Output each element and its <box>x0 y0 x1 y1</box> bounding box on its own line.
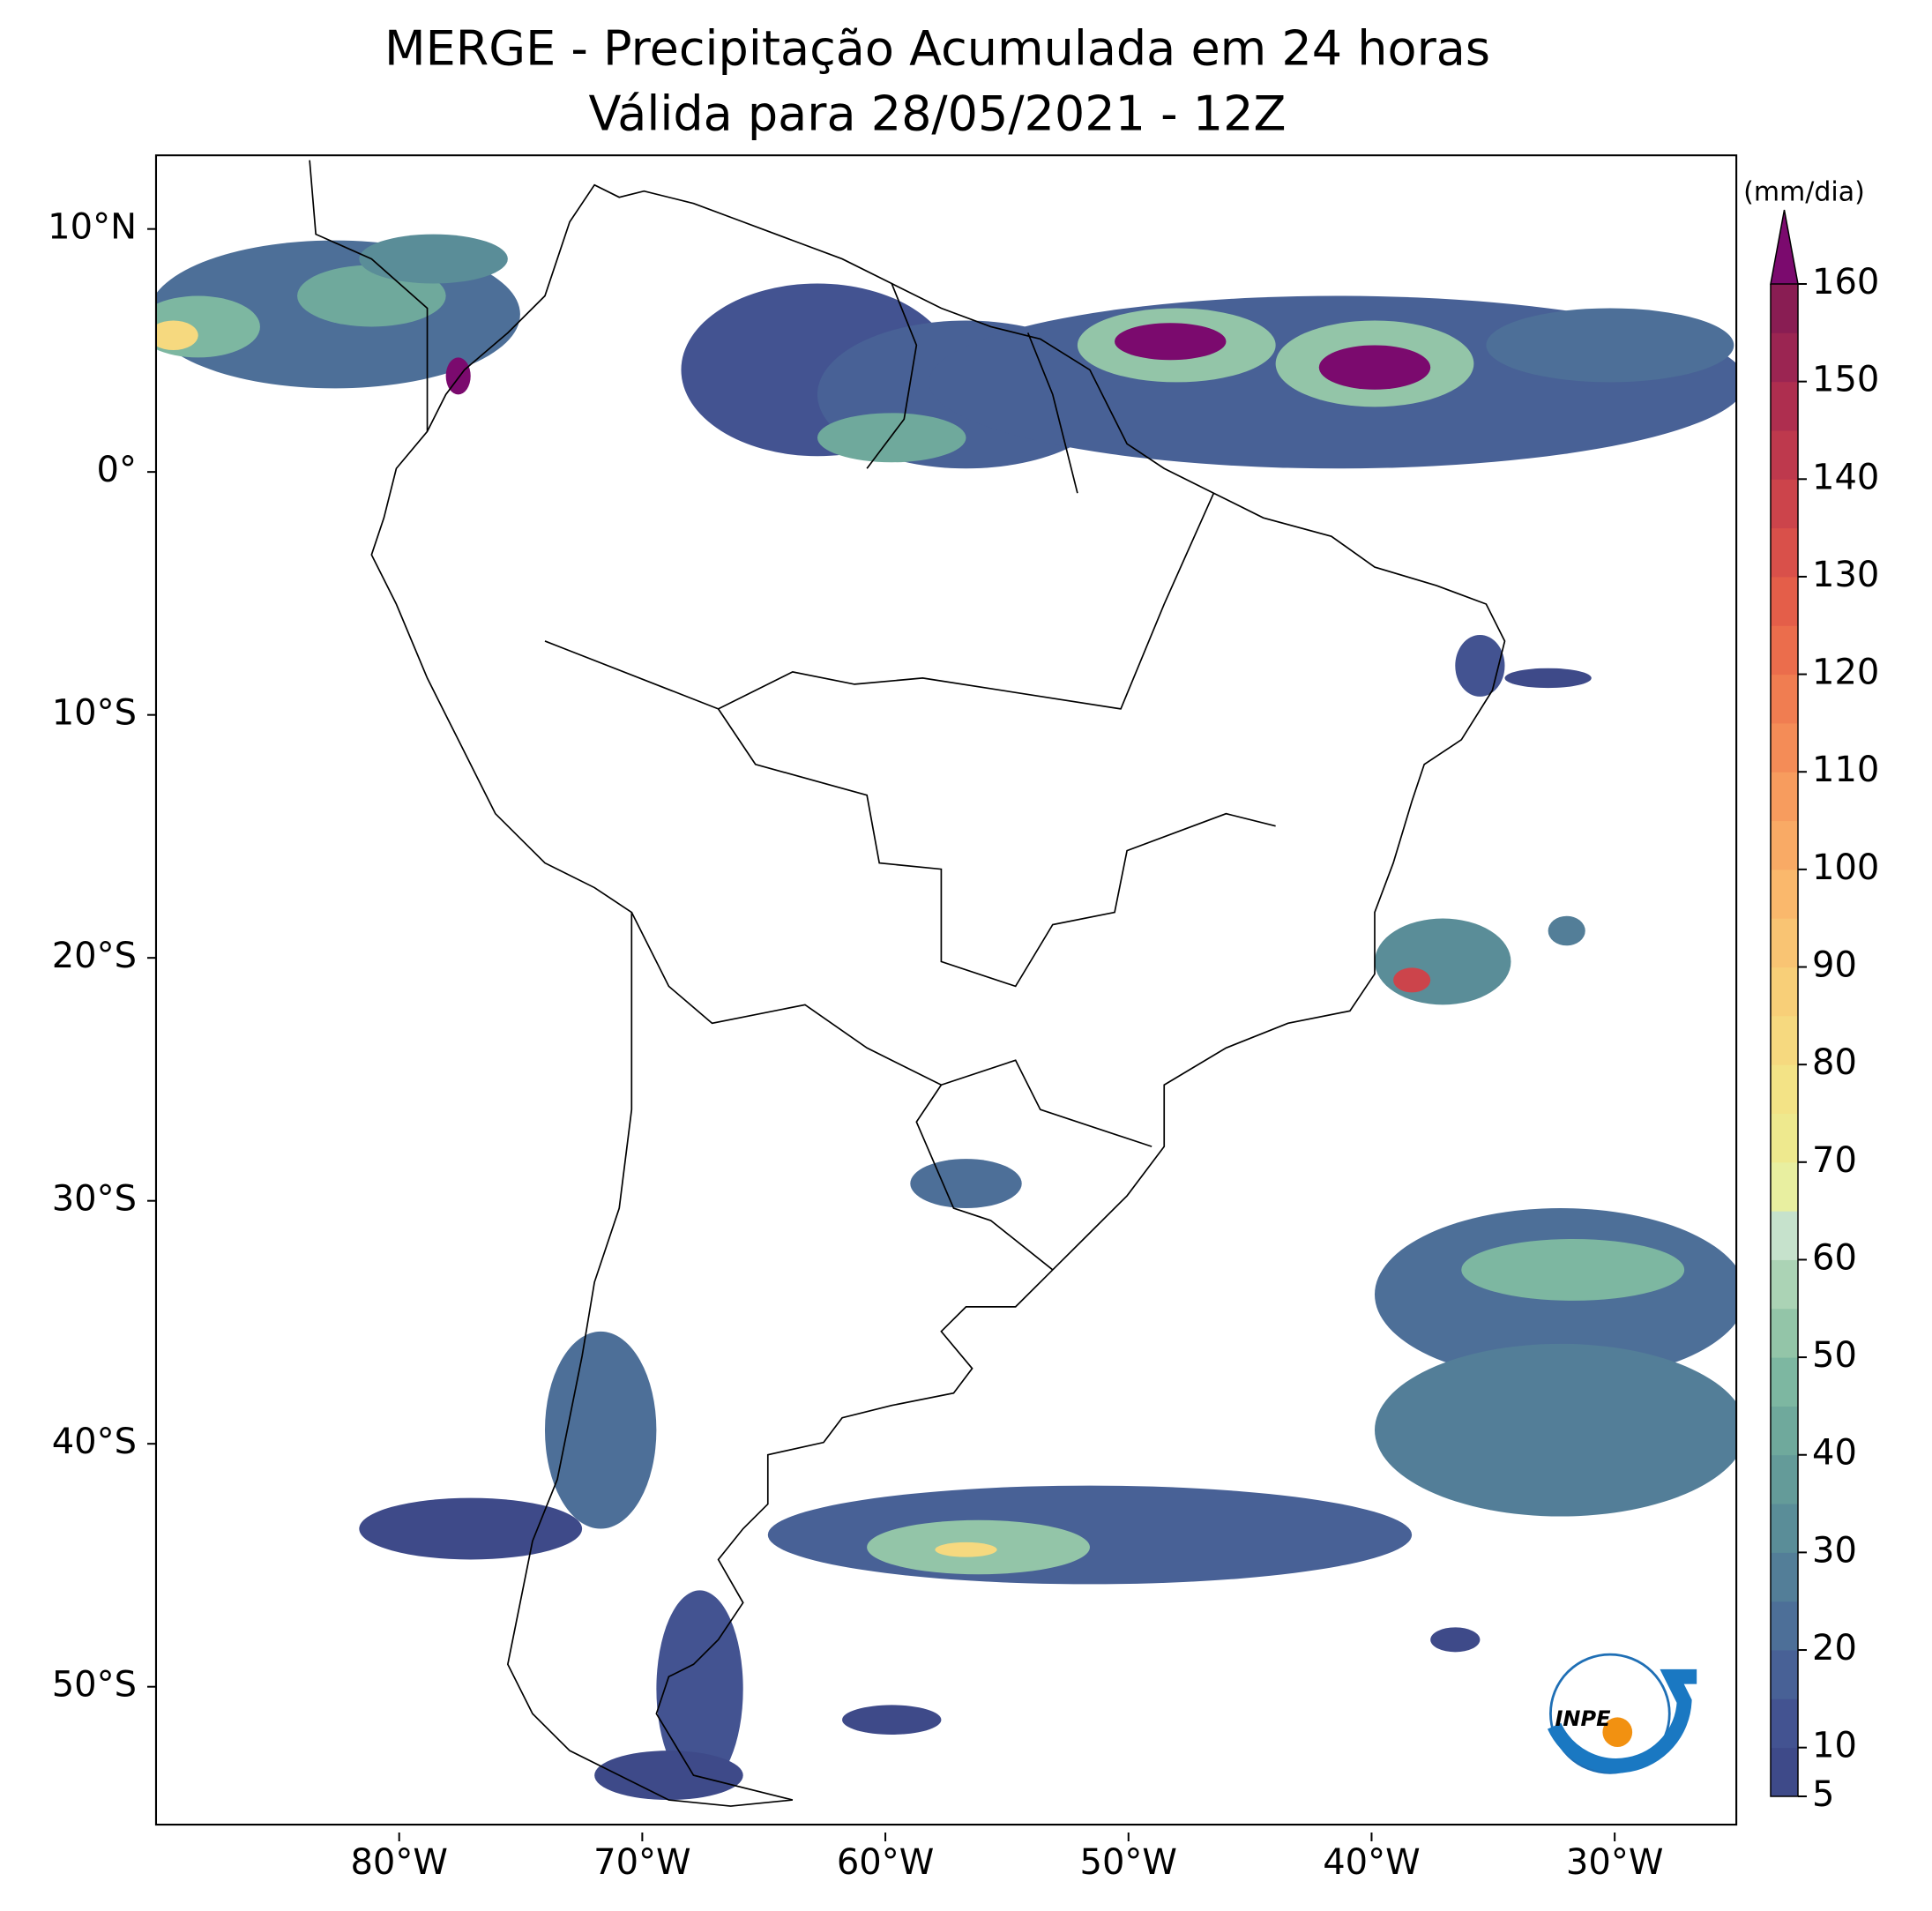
colorbar-segment <box>1771 722 1798 773</box>
y-tick-label: 20°S <box>52 936 137 976</box>
colorbar-segment <box>1771 1698 1798 1749</box>
x-tick-label: 70°W <box>593 1842 690 1883</box>
logo-text: INPE <box>1555 1706 1612 1731</box>
y-tick-label: 10°N <box>48 207 137 248</box>
colorbar-segment <box>1771 967 1798 1017</box>
colorbar-tick-label: 40 <box>1812 1433 1857 1474</box>
colorbar-tick-label: 90 <box>1812 945 1857 986</box>
colorbar-segment <box>1771 1601 1798 1651</box>
x-tick-label: 80°W <box>350 1842 447 1883</box>
inpe-logo <box>1547 1653 1697 1774</box>
colorbar-segment <box>1771 1211 1798 1260</box>
coastline <box>309 160 1506 1807</box>
colorbar-frame <box>1770 284 1799 1797</box>
precipitation <box>155 234 1737 1801</box>
colorbar-tick-label: 100 <box>1812 847 1879 888</box>
colorbar-tick-label: 80 <box>1812 1042 1857 1083</box>
colorbar-segment <box>1771 1357 1798 1407</box>
colorbar-segment <box>1771 1064 1798 1114</box>
colorbar-segment <box>1771 1454 1798 1504</box>
colorbar-tick-label: 110 <box>1812 750 1879 790</box>
chart-title: MERGE - Precipitação Acumulada em 24 hor… <box>384 21 1490 77</box>
colorbar-segment <box>1771 284 1798 333</box>
colorbar-extend <box>1770 209 1799 285</box>
x-tick-label: 30°W <box>1566 1842 1663 1883</box>
y-tick-label: 40°S <box>52 1422 137 1462</box>
colorbar-segment <box>1771 527 1798 578</box>
colorbar-tick-label: 30 <box>1812 1530 1857 1571</box>
y-tick-label: 0° <box>97 450 137 490</box>
y-tick-label: 30°S <box>52 1179 137 1220</box>
colorbar-segment <box>1771 772 1798 822</box>
colorbar-segment <box>1771 918 1798 968</box>
colorbar-tick-label: 70 <box>1812 1140 1857 1181</box>
colorbar-segment <box>1771 1113 1798 1163</box>
colorbar-segment <box>1771 869 1798 919</box>
colorbar-segment <box>1771 674 1798 724</box>
colorbar-segment <box>1771 1259 1798 1310</box>
colorbar-segment <box>1771 429 1798 480</box>
colorbar-segment <box>1771 576 1798 626</box>
colorbar-segment <box>1771 1650 1798 1699</box>
colorbar-tick-label: 60 <box>1812 1237 1857 1278</box>
colorbar-segment <box>1771 1504 1798 1553</box>
colorbar-segment <box>1771 479 1798 529</box>
colorbar-segment <box>1771 625 1798 676</box>
x-tick-label: 50°W <box>1080 1842 1177 1883</box>
colorbar-segment <box>1771 1308 1798 1358</box>
colorbar-tick-label: 50 <box>1812 1335 1857 1376</box>
colorbar-segment <box>1771 1406 1798 1456</box>
map-layer <box>154 154 1738 1826</box>
colorbar-segment <box>1771 1747 1798 1797</box>
colorbar-tick-label: 5 <box>1812 1774 1834 1815</box>
colorbar-tick-label: 120 <box>1812 653 1879 693</box>
map-frame <box>154 154 1738 1826</box>
x-tick-label: 40°W <box>1323 1842 1420 1883</box>
colorbar-tick-label: 10 <box>1812 1726 1857 1766</box>
y-tick-label: 10°S <box>52 693 137 734</box>
x-tick-label: 60°W <box>837 1842 934 1883</box>
chart-subtitle: Válida para 28/05/2021 - 12Z <box>589 86 1287 142</box>
colorbar-segment <box>1771 1015 1798 1065</box>
colorbar-segment <box>1771 332 1798 383</box>
colorbar-tick-label: 20 <box>1812 1628 1857 1668</box>
colorbar-label: (mm/dia) <box>1743 177 1865 208</box>
y-tick-label: 50°S <box>52 1665 137 1706</box>
colorbar-segment <box>1771 1161 1798 1212</box>
colorbar-segment <box>1771 381 1798 431</box>
colorbar-segment <box>1771 820 1798 870</box>
colorbar-tick-label: 130 <box>1812 555 1879 595</box>
colorbar-tick-label: 140 <box>1812 457 1879 497</box>
colorbar-segment <box>1771 1552 1798 1602</box>
colorbar-tick-label: 150 <box>1812 360 1879 400</box>
colorbar-tick-label: 160 <box>1812 262 1879 302</box>
